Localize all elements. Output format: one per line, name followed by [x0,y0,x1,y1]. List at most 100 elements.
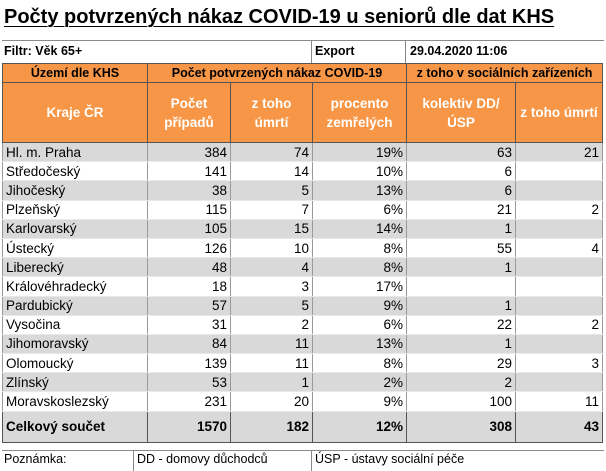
header-column-row: Kraje ČR Počet případů z toho úmrtí proc… [2,82,604,143]
notes-divider [133,450,134,471]
cell-social-deaths [515,219,604,239]
cell-social-deaths [515,296,604,316]
cell-region: Liberecký [2,257,148,278]
cell-social-deaths [515,180,604,201]
header-region-area: Území dle KHS [2,63,148,83]
cell-percent: 9% [312,296,408,316]
total-collective: 308 [406,410,517,443]
cell-cases: 53 [147,372,231,393]
total-label: Celkový součet [2,410,148,443]
cell-deaths: 2 [230,315,313,335]
cell-region: Ústecký [2,238,148,259]
note-dd: DD - domovy důchodců [137,452,268,466]
cell-social-deaths: 3 [515,353,604,374]
header-group-row: Území dle KHS Počet potvrzených nákaz CO… [2,63,604,83]
header-social-group: z toho v sociálních zařízeních [406,63,604,83]
col-header-social-deaths: z toho úmrtí [515,82,604,143]
cell-deaths: 5 [230,180,313,201]
cell-cases: 231 [147,391,231,412]
cell-deaths: 11 [230,353,313,374]
cell-cases: 141 [147,161,231,182]
cell-percent: 9% [312,391,408,412]
cell-deaths: 7 [230,200,313,220]
cell-deaths: 14 [230,161,313,182]
cell-percent: 8% [312,238,408,259]
cell-collective: 100 [406,391,517,412]
cell-cases: 18 [147,276,231,297]
export-label: Export [315,44,355,58]
page-title: Počty potvrzených nákaz COVID-19 u senio… [4,6,555,28]
cell-cases: 57 [147,296,231,316]
cell-region: Vysočina [2,315,148,335]
cell-cases: 31 [147,315,231,335]
cell-deaths: 1 [230,372,313,393]
table-row: Jihomoravský 84 11 13% 1 [2,334,604,355]
export-date: 29.04.2020 11:06 [410,44,508,58]
cell-region: Plzeňský [2,200,148,220]
cell-cases: 84 [147,334,231,355]
cell-percent: 6% [312,315,408,335]
cell-percent: 10% [312,161,408,182]
cell-cases: 384 [147,142,231,163]
notes-label: Poznámka: [4,452,67,466]
col-header-percent: procento zemřelých [311,82,408,143]
table-row: Jihočeský 38 5 13% 6 [2,180,604,201]
notes-rule [2,450,604,451]
cell-collective: 1 [406,296,517,316]
col-header-deaths: z toho úmrtí [230,82,313,143]
cell-region: Jihočeský [2,180,148,201]
cell-region: Karlovarský [2,219,148,239]
notes-divider [311,450,312,471]
header-cases-group: Počet potvrzených nákaz COVID-19 [146,63,408,83]
cell-social-deaths [515,334,604,355]
table-row: Pardubický 57 5 9% 1 [2,296,604,316]
table-row: Olomoucký 139 11 8% 29 3 [2,353,604,374]
cell-percent: 2% [312,372,408,393]
cell-cases: 126 [147,238,231,259]
cell-collective: 1 [406,257,517,278]
cell-collective: 21 [406,200,517,220]
cell-region: Zlínský [2,372,148,393]
cell-deaths: 11 [230,334,313,355]
total-social-deaths: 43 [515,410,604,443]
cell-collective: 1 [406,219,517,239]
total-percent: 12% [311,410,408,443]
cell-cases: 48 [147,257,231,278]
cell-region: Pardubický [2,296,148,316]
total-row: Celkový součet 1570 182 12% 308 43 [2,410,604,443]
table-row: Ústecký 126 10 8% 55 4 [2,238,604,259]
cell-deaths: 20 [230,391,313,412]
cell-percent: 14% [312,219,408,239]
cell-collective: 6 [406,161,517,182]
cell-cases: 139 [147,353,231,374]
table-row: Liberecký 48 4 8% 1 [2,257,604,278]
col-header-collective: kolektiv DD/ÚSP [406,82,517,143]
cell-percent: 8% [312,353,408,374]
cell-collective: 22 [406,315,517,335]
cell-percent: 8% [312,257,408,278]
cell-collective: 2 [406,372,517,393]
cell-region: Moravskoslezský [2,391,148,412]
cell-social-deaths: 11 [515,391,604,412]
cell-collective [406,276,517,297]
cell-deaths: 15 [230,219,313,239]
cell-percent: 13% [312,180,408,201]
cell-cases: 115 [147,200,231,220]
cell-collective: 29 [406,353,517,374]
cell-percent: 6% [312,200,408,220]
cell-social-deaths: 2 [515,315,604,335]
cell-social-deaths: 4 [515,238,604,259]
cell-region: Olomoucký [2,353,148,374]
cell-deaths: 3 [230,276,313,297]
table-row: Královéhradecký 18 3 17% [2,276,604,297]
cell-deaths: 4 [230,257,313,278]
col-header-cases: Počet případů [147,82,231,143]
cell-region: Středočeský [2,161,148,182]
covid-table: Území dle KHS Počet potvrzených nákaz CO… [2,63,604,443]
cell-cases: 38 [147,180,231,201]
cell-social-deaths: 21 [515,142,604,163]
note-usp: ÚSP - ústavy sociální péče [315,452,465,466]
table-row: Zlínský 53 1 2% 2 [2,372,604,393]
table-row: Plzeňský 115 7 6% 21 2 [2,200,604,220]
cell-region: Královéhradecký [2,276,148,297]
